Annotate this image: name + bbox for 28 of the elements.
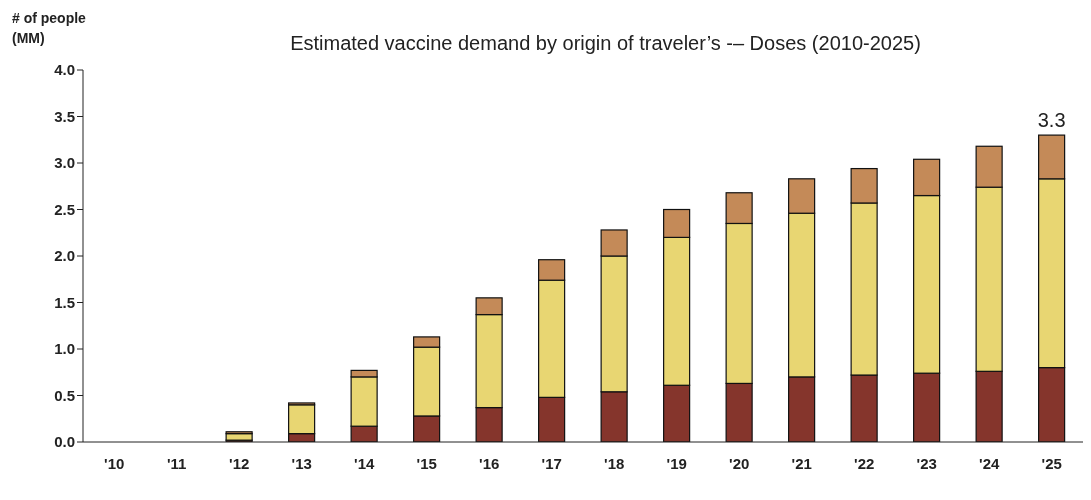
total-label: 3.3 <box>1037 109 1066 132</box>
x-tick-label: '22 <box>854 454 875 472</box>
x-tick-label: '23 <box>916 454 937 472</box>
x-tick-label: '14 <box>354 454 376 472</box>
x-tick-label: '19 <box>666 454 687 472</box>
x-tick-label: '24 <box>979 454 1001 472</box>
x-tick-label: '25 <box>1041 454 1062 472</box>
y-axis-title: # of people (MM) <box>12 9 87 48</box>
x-tick-label: '15 <box>416 454 437 472</box>
x-tick-label: '11 <box>167 454 187 472</box>
y-tick-label: 1.0 <box>54 340 75 358</box>
x-tick-label: '21 <box>791 454 812 472</box>
y-tick-label: 4.0 <box>54 61 75 79</box>
x-tick-label: '20 <box>729 454 750 472</box>
y-tick-label: 0.5 <box>54 386 75 404</box>
y-tick-label: 2.0 <box>54 247 75 265</box>
y-tick-label: 0.0 <box>54 433 75 451</box>
y-tick-label: 2.5 <box>54 200 75 218</box>
y-tick-label: 3.5 <box>54 107 75 125</box>
chart-title: Estimated vaccine demand by origin of traveler’s -– Doses (2010-2025) <box>289 32 922 55</box>
y-tick-label: 1.5 <box>54 293 75 311</box>
x-tick-label: '10 <box>104 454 125 472</box>
x-tick-label: '12 <box>229 454 250 472</box>
y-tick-label: 3.0 <box>54 154 75 172</box>
x-tick-label: '16 <box>479 454 500 472</box>
x-tick-label: '13 <box>291 454 312 472</box>
x-tick-label: '17 <box>541 454 562 472</box>
x-tick-label: '18 <box>604 454 625 472</box>
